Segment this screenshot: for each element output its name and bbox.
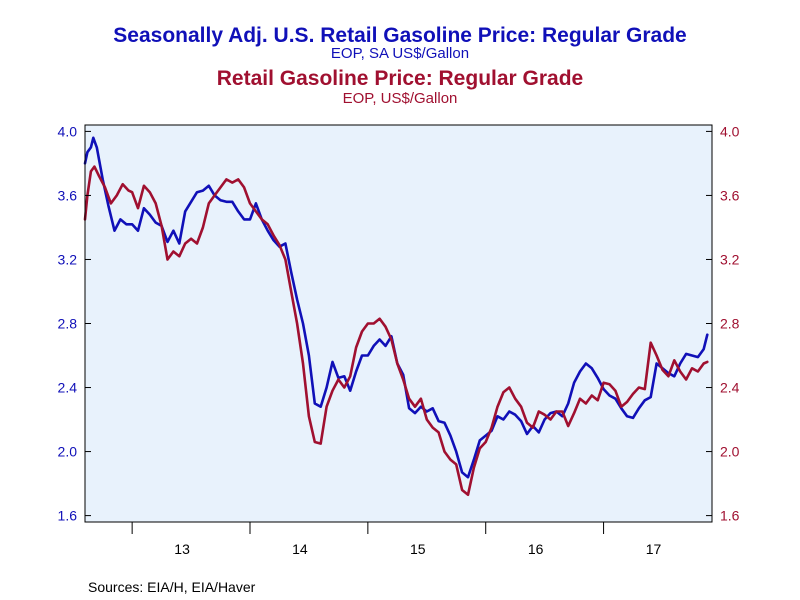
right-tick-label: 2.4 xyxy=(720,380,740,396)
left-axis: 1.6 2.0 2.4 2.8 3.2 3.6 4.0 xyxy=(58,123,91,524)
chart-title-nsa: Retail Gasoline Price: Regular Grade xyxy=(217,67,583,90)
x-tick-label: 14 xyxy=(292,541,308,557)
left-tick-label: 4.0 xyxy=(58,123,78,139)
series-line-sa xyxy=(83,136,709,479)
left-tick-label: 1.6 xyxy=(58,508,78,524)
left-tick-label: 3.2 xyxy=(58,251,78,267)
x-tick-label: 17 xyxy=(646,541,662,557)
x-tick-label: 13 xyxy=(174,541,190,557)
left-tick-label: 2.8 xyxy=(58,316,78,332)
x-tick-label: 16 xyxy=(528,541,544,557)
left-tick-label: 2.4 xyxy=(58,380,78,396)
chart-subtitle-sa: EOP, SA US$/Gallon xyxy=(331,45,469,62)
x-axis: 13 14 15 16 17 xyxy=(131,522,662,557)
right-tick-label: 1.6 xyxy=(720,508,740,524)
left-tick-label: 2.0 xyxy=(58,444,78,460)
right-tick-label: 2.8 xyxy=(720,316,740,332)
left-tick-label: 3.6 xyxy=(58,187,78,203)
chart-title-sa: Seasonally Adj. U.S. Retail Gasoline Pri… xyxy=(113,24,686,47)
right-tick-label: 2.0 xyxy=(720,444,740,460)
plot-area xyxy=(85,125,712,522)
series-line-nsa xyxy=(83,165,709,497)
chart-subtitle-nsa: EOP, US$/Gallon xyxy=(343,90,458,107)
right-tick-label: 3.6 xyxy=(720,187,740,203)
series-layer xyxy=(83,136,709,497)
x-tick-label: 15 xyxy=(410,541,426,557)
source-note: Sources: EIA/H, EIA/Haver xyxy=(88,579,256,595)
right-tick-label: 4.0 xyxy=(720,123,740,139)
right-axis: 1.6 2.0 2.4 2.8 3.2 3.6 4.0 xyxy=(706,123,740,524)
right-tick-label: 3.2 xyxy=(720,251,740,267)
